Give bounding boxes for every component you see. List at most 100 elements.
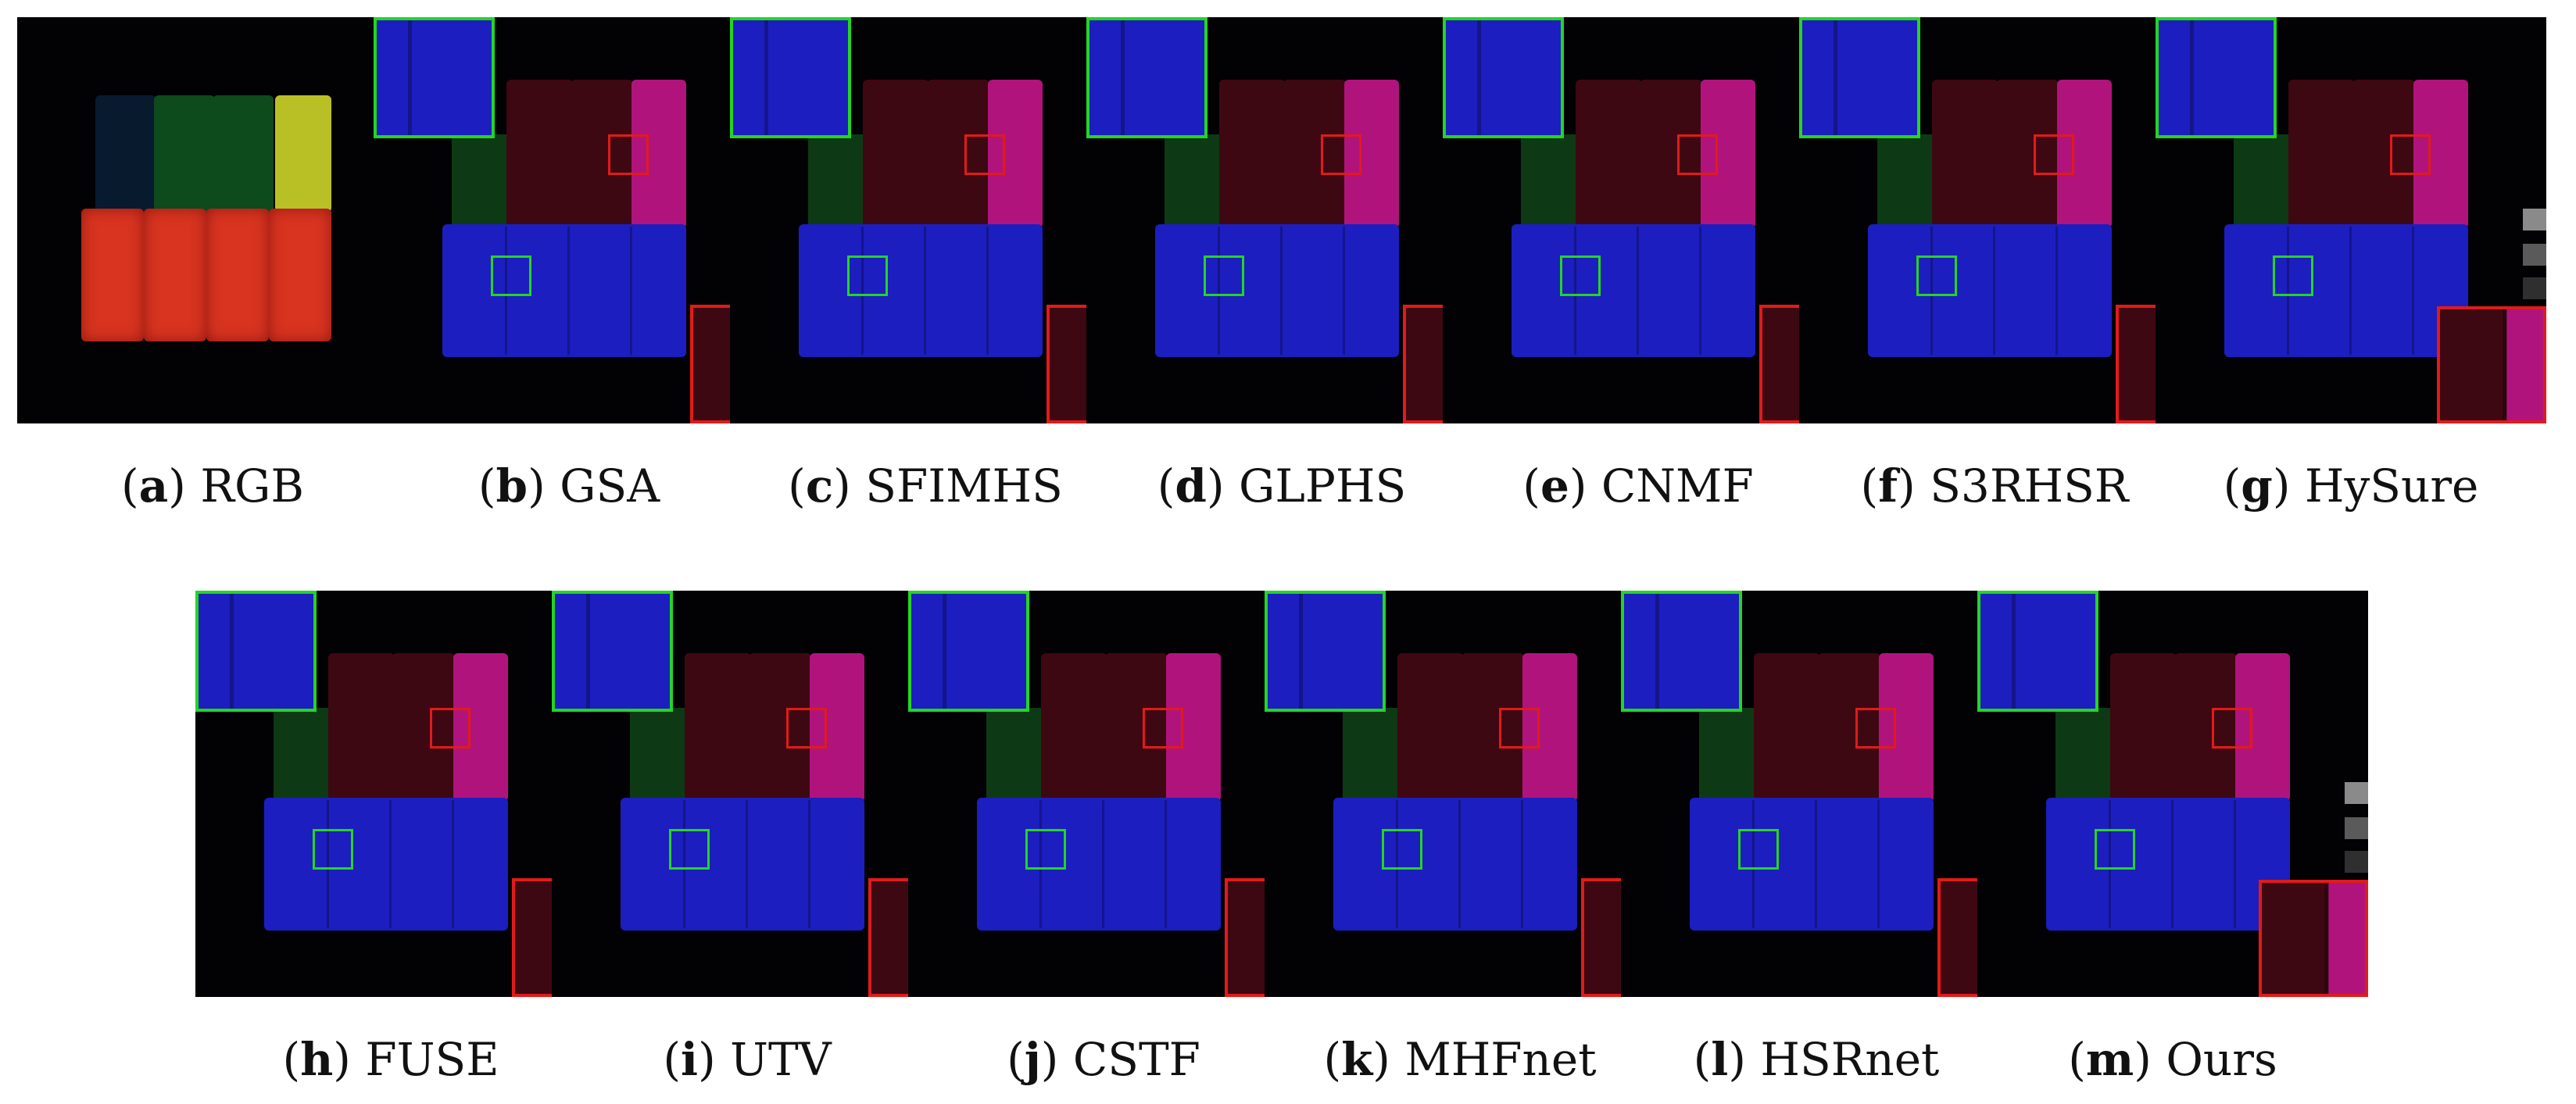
rgb-top-block	[275, 95, 331, 213]
magenta-block	[1879, 653, 1934, 802]
caption-method: HySure	[2304, 459, 2479, 513]
block-seam	[2055, 227, 2058, 355]
zoom-seam	[2324, 883, 2329, 994]
caption-m: (m) Ours	[2068, 1033, 2277, 1086]
block-seam	[683, 800, 685, 928]
panel-f	[1799, 17, 2190, 423]
caption-letter: b	[496, 459, 528, 513]
red-roi-box	[2212, 708, 2252, 749]
caption-method: GSA	[560, 459, 660, 513]
red-zoom-inset	[2437, 306, 2546, 423]
zoom-seam	[2012, 594, 2016, 709]
dark-red-block	[1105, 653, 1168, 802]
zoom-seam	[943, 594, 946, 709]
block-seam	[567, 227, 570, 355]
magenta-block	[2413, 80, 2468, 228]
magenta-block	[453, 653, 508, 802]
block-seam	[746, 800, 748, 928]
block-seam	[1396, 800, 1398, 928]
dark-red-block	[1462, 653, 1524, 802]
zoom-seam	[2190, 20, 2194, 135]
zoom-seam	[586, 594, 590, 709]
magenta-block	[1522, 653, 1577, 802]
caption-g: (g) HySure	[2223, 459, 2479, 513]
zoom-magenta-half	[2506, 309, 2543, 420]
red-roi-box	[1321, 134, 1361, 175]
rgb-top-block	[95, 95, 156, 213]
gray-chip	[2345, 782, 2368, 804]
red-roi-box	[786, 708, 827, 749]
blue-block	[2046, 798, 2290, 931]
caption-letter: l	[1711, 1033, 1729, 1086]
caption-letter: f	[1878, 459, 1898, 513]
rgb-bottom-block	[144, 209, 206, 341]
zoom-seam	[1121, 20, 1125, 135]
red-roi-box	[430, 708, 470, 749]
caption-d: (d) GLPHS	[1157, 459, 1407, 513]
block-seam	[1993, 227, 1995, 355]
red-roi-box	[1143, 708, 1183, 749]
block-seam	[1165, 800, 1167, 928]
zoom-seam	[408, 20, 412, 135]
caption-b: (b) GSA	[478, 459, 660, 513]
green-zoom-inset	[2156, 17, 2277, 138]
blue-block	[621, 798, 864, 931]
blue-block	[1155, 224, 1399, 357]
magenta-block	[2057, 80, 2112, 228]
green-roi-box	[1916, 255, 1957, 296]
green-zoom-inset	[730, 17, 851, 138]
dark-red-block	[2352, 80, 2415, 228]
green-roi-box	[669, 829, 710, 870]
block-seam	[630, 227, 632, 355]
green-roi-box	[1738, 829, 1779, 870]
dark-red-block	[1219, 80, 1286, 228]
zoom-seam	[230, 594, 234, 709]
dark-red-block	[2288, 80, 2355, 228]
caption-letter: d	[1175, 459, 1207, 513]
caption-h: (h) FUSE	[282, 1033, 499, 1086]
green-zoom-inset	[1086, 17, 1208, 138]
block-seam	[389, 800, 392, 928]
blue-block	[264, 798, 508, 931]
green-roi-box	[491, 255, 531, 296]
block-seam	[1815, 800, 1817, 928]
block-seam	[1930, 227, 1933, 355]
green-roi-box	[847, 255, 888, 296]
blue-block	[2224, 224, 2468, 357]
magenta-block	[810, 653, 864, 802]
dark-red-block	[2110, 653, 2177, 802]
magenta-block	[988, 80, 1043, 228]
block-seam	[2234, 800, 2236, 928]
rgb-bottom-block	[206, 209, 269, 341]
blue-block	[1690, 798, 1934, 931]
block-seam	[1039, 800, 1042, 928]
green-zoom-inset	[1621, 591, 1742, 712]
block-seam	[1699, 227, 1701, 355]
panel-h	[195, 591, 586, 997]
caption-method: SFIMHS	[865, 459, 1063, 513]
caption-method: GLPHS	[1239, 459, 1407, 513]
dark-red-block	[392, 653, 455, 802]
caption-j: (j) CSTF	[1007, 1033, 1200, 1086]
dark-red-block	[1754, 653, 1820, 802]
green-zoom-inset	[1799, 17, 1920, 138]
zoom-seam	[2503, 309, 2507, 420]
green-roi-box	[1560, 255, 1601, 296]
magenta-block	[1701, 80, 1755, 228]
zoom-seam	[1655, 594, 1659, 709]
caption-method: CSTF	[1072, 1033, 1200, 1086]
rgb-bottom-block	[269, 209, 331, 341]
dark-red-block	[1397, 653, 1464, 802]
green-zoom-inset	[1265, 591, 1386, 712]
caption-method: S3RHSR	[1930, 459, 2129, 513]
red-roi-box	[1855, 708, 1896, 749]
dark-red-block	[685, 653, 751, 802]
dark-red-block	[863, 80, 929, 228]
rgb-top-block	[213, 95, 274, 213]
green-roi-box	[1204, 255, 1244, 296]
green-zoom-inset	[908, 591, 1029, 712]
green-roi-box	[1382, 829, 1422, 870]
panel-k	[1265, 591, 1655, 997]
red-roi-box	[2390, 134, 2431, 175]
block-seam	[2171, 800, 2174, 928]
